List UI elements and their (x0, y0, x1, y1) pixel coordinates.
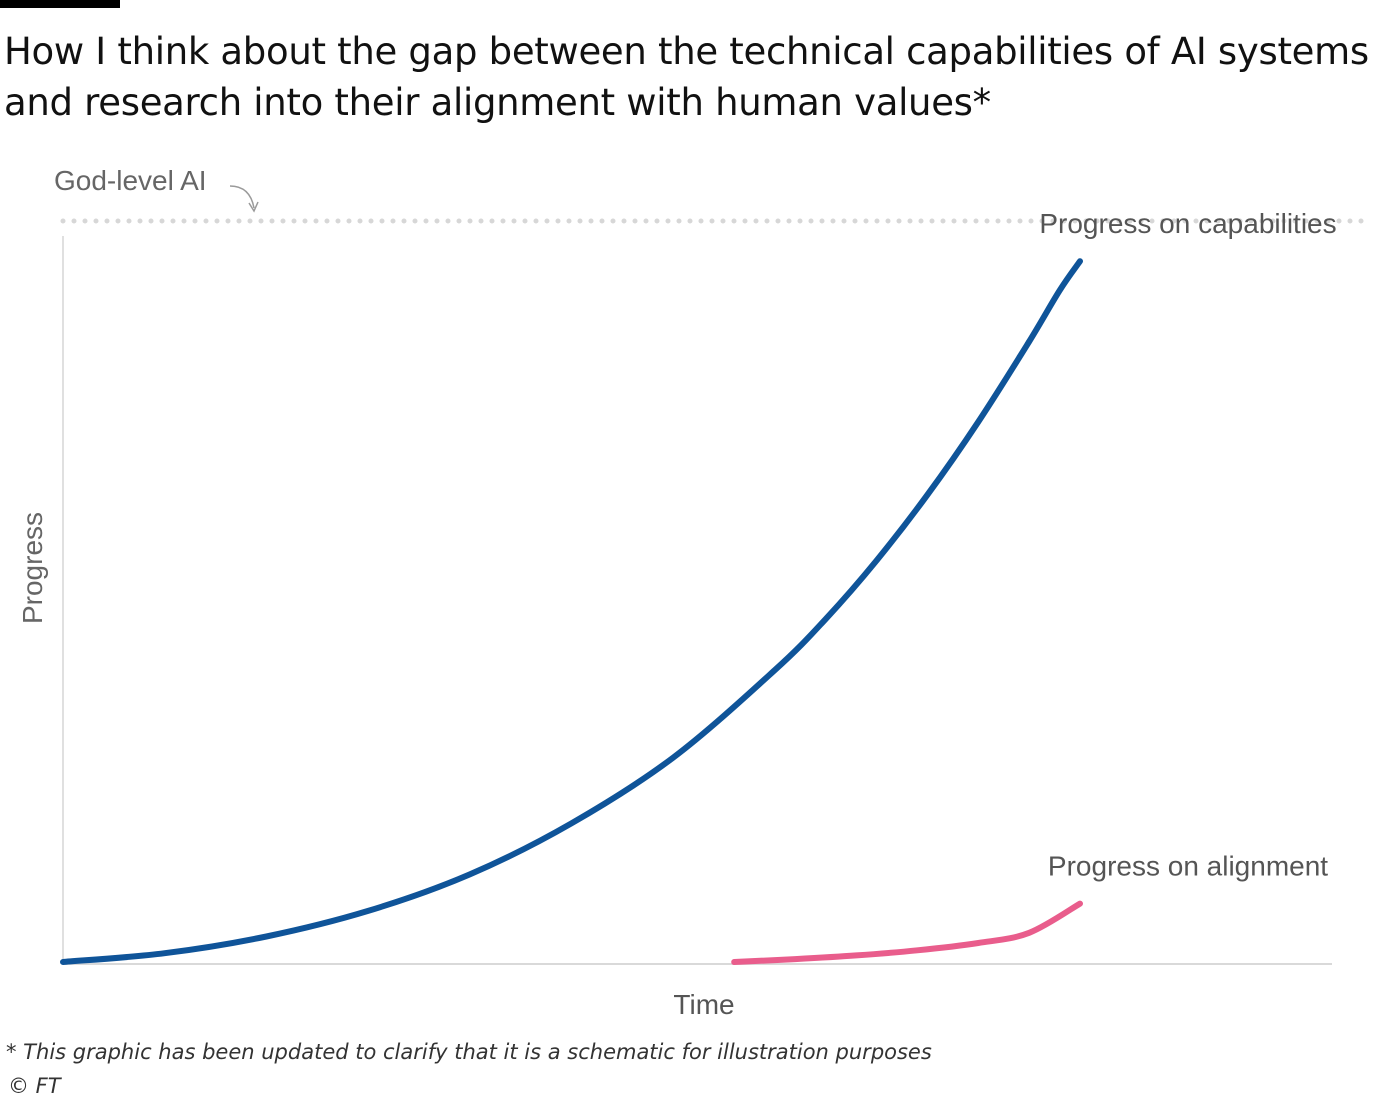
y-axis-label: Progress (17, 512, 48, 624)
series-layer (60, 258, 1083, 965)
progress-on-alignment-line (731, 900, 1083, 965)
progress-on-capabilities-label: Progress on capabilities (1039, 208, 1336, 239)
x-axis-label: Time (673, 989, 734, 1020)
chart-title: How I think about the gap between the te… (4, 30, 1369, 124)
footnote: * This graphic has been updated to clari… (6, 1040, 932, 1064)
source-credit: © FT (8, 1074, 61, 1098)
progress-on-alignment-label: Progress on alignment (1048, 851, 1328, 882)
god-level-arrowhead (248, 201, 259, 213)
progress-on-capabilities-line (60, 258, 1083, 965)
axes (62, 236, 1332, 965)
god-level-reference: God-level AI (54, 165, 1368, 224)
god-level-arrow (229, 185, 255, 209)
series-labels: Progress on capabilities Progress on alig… (1039, 208, 1336, 881)
god-level-label: God-level AI (54, 165, 207, 196)
top-rule (0, 0, 120, 8)
